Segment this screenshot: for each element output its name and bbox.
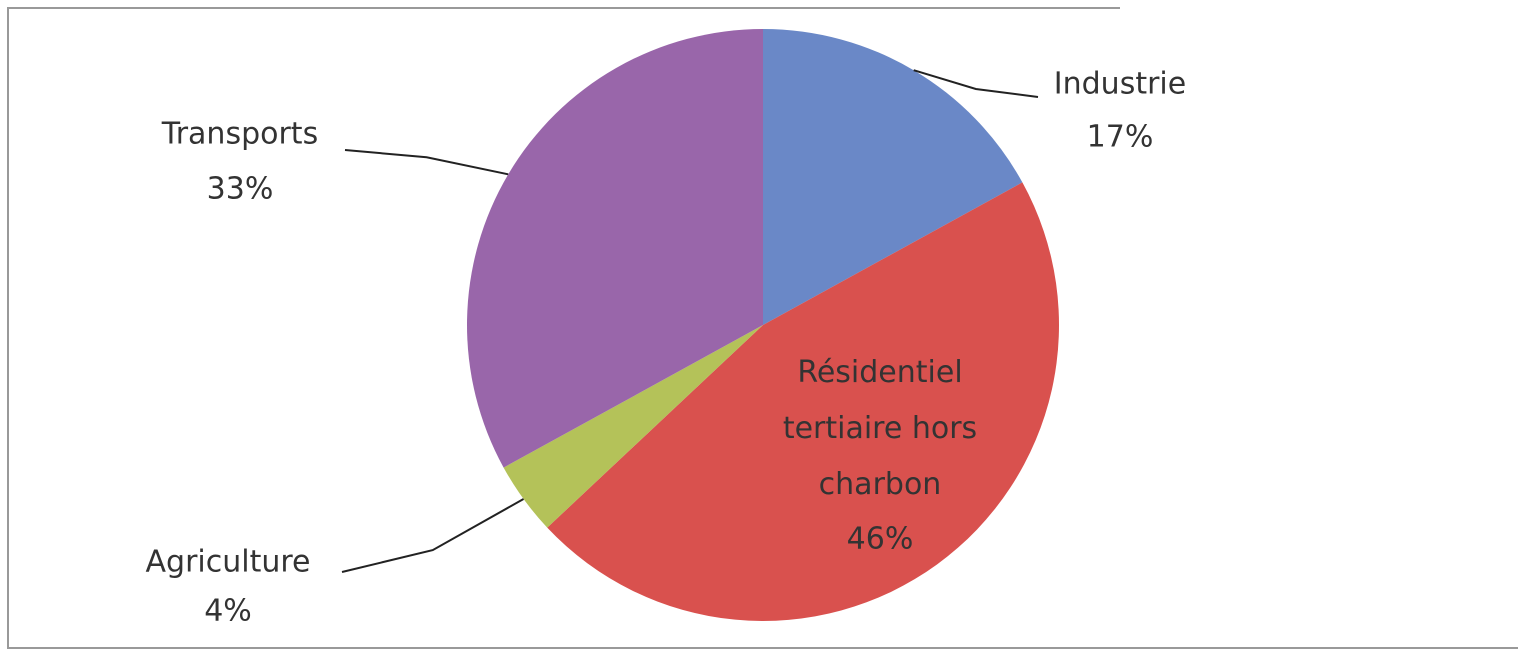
- slice-label: Industrie: [1054, 67, 1186, 102]
- leader-line: [344, 149, 509, 176]
- value-label: 17%: [1087, 120, 1154, 155]
- pie-slice: [547, 182, 1060, 622]
- value-label: 33%: [207, 172, 274, 207]
- leader-line: [341, 498, 525, 573]
- pie-slice: [467, 29, 763, 468]
- pie-slice: [763, 29, 1023, 325]
- value-label: 46%: [847, 522, 914, 557]
- value-label: 4%: [204, 594, 252, 629]
- slice-label: Agriculture: [146, 545, 311, 580]
- leader-line: [913, 69, 1039, 98]
- frame: [7, 7, 1518, 649]
- slice-label: Transports: [161, 117, 318, 152]
- pie-slice: [503, 325, 763, 528]
- slice-label: Résidentiel tertiaire hors charbon: [782, 355, 978, 502]
